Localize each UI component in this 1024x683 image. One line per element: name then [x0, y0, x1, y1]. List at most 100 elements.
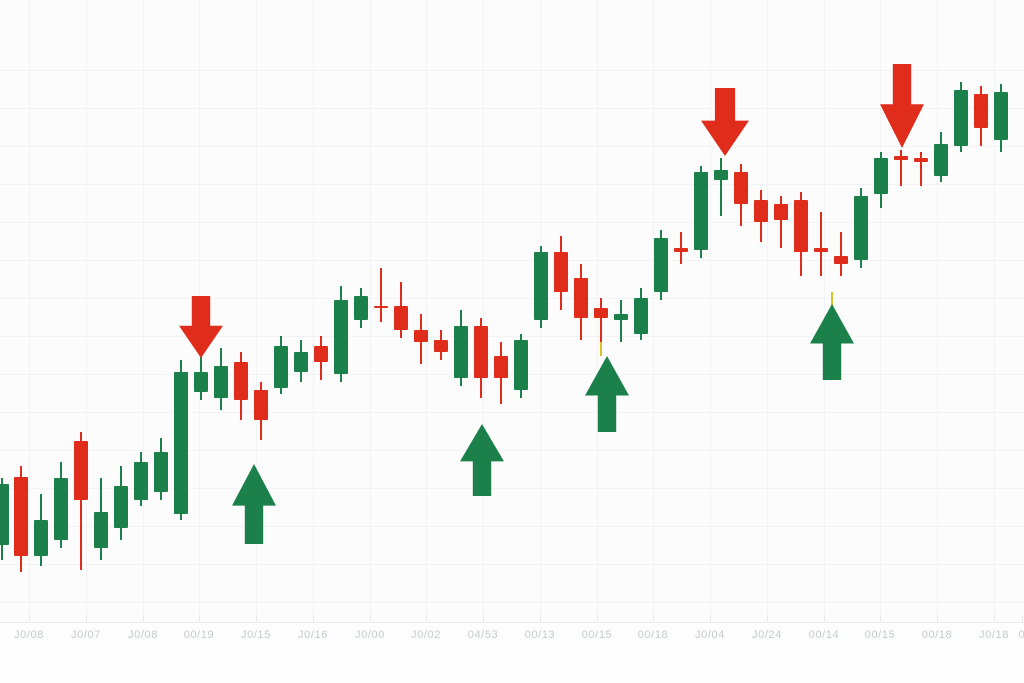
candle-body [474, 326, 488, 378]
candle-wick [380, 268, 382, 322]
candle-body [294, 352, 308, 372]
candle-body [334, 300, 348, 374]
candle-body [914, 158, 928, 162]
candle-wick [600, 298, 602, 342]
candle-body [814, 248, 828, 252]
candle-body [194, 372, 208, 392]
buy-arrow-up-icon-buy-1[interactable] [232, 464, 276, 544]
candle-body [0, 484, 9, 545]
candle-body [274, 346, 288, 388]
sell-arrow-down-icon-sell-2[interactable] [701, 88, 749, 156]
x-axis-tick-label-7: J0/02 [411, 629, 441, 641]
x-axis-tick-5 [313, 615, 314, 623]
gridline-vertical-1 [86, 0, 87, 623]
x-axis-tick-2 [143, 615, 144, 623]
gridline-vertical-16 [937, 0, 938, 623]
gridline-vertical-2 [143, 0, 144, 623]
x-axis-tick-1 [86, 615, 87, 623]
x-axis-tick-4 [256, 615, 257, 623]
buy-arrow-up-icon-buy-4[interactable] [810, 304, 854, 380]
candle-wick [920, 152, 922, 186]
x-axis-tick-7 [426, 615, 427, 623]
gridline-vertical-12 [710, 0, 711, 623]
gridline-vertical-6 [370, 0, 371, 623]
x-axis-tick-label-8: 04/53 [467, 629, 499, 641]
sell-arrow-down-icon-sell-3[interactable] [880, 64, 924, 148]
x-axis-tick-label-18: 0 [1018, 629, 1024, 641]
candle-body [394, 306, 408, 330]
x-axis-tick-label-1: J0/07 [71, 629, 101, 641]
sell-arrow-down-icon-sell-1[interactable] [179, 296, 223, 358]
gridline-vertical-4 [256, 0, 257, 623]
buy-arrow-up-icon-buy-2[interactable] [460, 424, 504, 496]
x-axis-line [0, 622, 1024, 623]
gridline-horizontal-12 [0, 526, 1024, 527]
gridline-horizontal-2 [0, 146, 1024, 147]
gridline-vertical-14 [824, 0, 825, 623]
candle-body [214, 366, 228, 398]
candle-wick [900, 150, 902, 186]
x-axis-tick-3 [199, 615, 200, 623]
x-axis-labels: J0/08 J0/07 J0/08 00/19 J0/15 J0/16 J0/00 J0/02… [0, 623, 1024, 683]
candle-body [114, 486, 128, 528]
x-axis-tick-label-9: 00/13 [524, 629, 556, 641]
candle-wick [80, 432, 82, 570]
x-axis-tick-label-5: J0/16 [298, 629, 328, 641]
candle-body [894, 156, 908, 160]
gridline-horizontal-4 [0, 222, 1024, 223]
candle-body [494, 356, 508, 378]
gridline-horizontal-0 [0, 70, 1024, 71]
candle-wick [720, 158, 722, 216]
gridline-horizontal-6 [0, 298, 1024, 299]
x-axis-tick-16 [937, 615, 938, 623]
x-axis-tick-label-2: J0/08 [128, 629, 158, 641]
x-axis-tick-17 [994, 615, 995, 623]
candle-body [74, 441, 88, 500]
candle-body [434, 340, 448, 352]
gridline-vertical-15 [880, 0, 881, 623]
candle-wick [780, 196, 782, 248]
x-axis-tick-9 [540, 615, 541, 623]
x-axis-tick-label-3: 00/19 [183, 629, 215, 641]
candle-body [314, 346, 328, 362]
x-axis-tick-6 [370, 615, 371, 623]
gridline-vertical-5 [313, 0, 314, 623]
buy-arrow-up-icon-buy-3[interactable] [585, 356, 629, 432]
candle-body [34, 520, 48, 556]
x-axis-tick-0 [29, 615, 30, 623]
x-axis-tick-label-10: 00/15 [581, 629, 613, 641]
x-axis-tick-label-14: 00/14 [808, 629, 840, 641]
gridline-horizontal-3 [0, 184, 1024, 185]
candle-body [594, 308, 608, 318]
plot-area [0, 0, 1024, 623]
gridline-horizontal-13 [0, 564, 1024, 565]
candle-body [994, 92, 1008, 140]
candle-body [534, 252, 548, 320]
gridline-vertical-11 [653, 0, 654, 623]
candle-wick [820, 212, 822, 276]
candle-body [234, 362, 248, 400]
x-axis-tick-label-13: J0/24 [752, 629, 782, 641]
x-axis-tick-15 [880, 615, 881, 623]
x-axis-tick-8 [483, 615, 484, 623]
gridline-horizontal-5 [0, 260, 1024, 261]
candle-body [734, 172, 748, 204]
x-axis-tick-label-15: 00/15 [864, 629, 896, 641]
candle-body [14, 477, 28, 556]
candle-body [354, 296, 368, 320]
x-axis-tick-14 [824, 615, 825, 623]
gridline-horizontal-8 [0, 374, 1024, 375]
candle-body [554, 252, 568, 292]
candle-body [254, 390, 268, 420]
x-axis-tick-label-16: 00/18 [921, 629, 953, 641]
candle-body [834, 256, 848, 264]
candle-body [574, 278, 588, 318]
gridline-vertical-0 [29, 0, 30, 623]
candle-body [514, 340, 528, 390]
candle-body [794, 200, 808, 252]
candle-body [674, 248, 688, 252]
candle-body [154, 452, 168, 492]
x-axis-tick-12 [710, 615, 711, 623]
candle-body [774, 204, 788, 220]
candle-body [614, 314, 628, 320]
